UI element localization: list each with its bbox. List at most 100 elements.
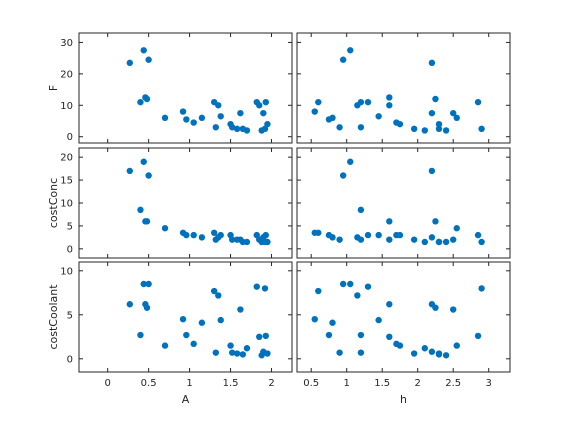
data-point bbox=[474, 332, 482, 340]
y-tick-label: 10 bbox=[60, 101, 73, 112]
data-point bbox=[264, 238, 271, 246]
data-point bbox=[140, 280, 147, 288]
data-point bbox=[142, 218, 149, 225]
data-point bbox=[435, 120, 443, 128]
data-point bbox=[325, 331, 333, 339]
data-point bbox=[233, 350, 241, 357]
y-tick-label: 0 bbox=[67, 354, 73, 365]
data-point bbox=[183, 231, 190, 239]
data-point bbox=[311, 108, 318, 115]
data-point bbox=[450, 236, 457, 243]
panel-frame bbox=[296, 147, 511, 259]
data-point bbox=[190, 340, 197, 348]
data-point bbox=[161, 114, 169, 122]
y-tick-label: 10 bbox=[60, 199, 73, 210]
data-point bbox=[442, 127, 450, 134]
data-point bbox=[198, 234, 206, 241]
data-point bbox=[227, 342, 234, 349]
data-point bbox=[354, 234, 361, 241]
data-point bbox=[357, 349, 365, 356]
data-point bbox=[261, 125, 269, 133]
data-point bbox=[140, 158, 147, 165]
data-point bbox=[264, 350, 271, 357]
data-point bbox=[183, 116, 190, 123]
data-point bbox=[311, 316, 318, 323]
data-point bbox=[354, 102, 361, 109]
x-tick-label: 2 bbox=[268, 378, 274, 389]
panel-frame bbox=[78, 32, 293, 144]
data-point bbox=[264, 120, 271, 128]
data-point bbox=[137, 331, 144, 339]
data-point bbox=[386, 236, 393, 243]
x-tick-label: 0.5 bbox=[303, 378, 319, 389]
y-axis-label: F bbox=[47, 85, 60, 91]
data-point bbox=[243, 238, 251, 246]
y-tick-label: 0 bbox=[67, 244, 73, 255]
data-point bbox=[396, 342, 404, 349]
data-point bbox=[210, 229, 218, 236]
data-point bbox=[190, 231, 197, 239]
data-point bbox=[396, 120, 404, 128]
data-point bbox=[428, 234, 436, 241]
data-point bbox=[198, 319, 206, 326]
data-point bbox=[233, 125, 241, 133]
data-point bbox=[428, 167, 436, 175]
y-tick-label: 15 bbox=[60, 176, 73, 187]
data-point bbox=[126, 59, 133, 67]
data-point bbox=[228, 124, 236, 131]
data-point bbox=[315, 229, 322, 236]
data-point bbox=[428, 59, 436, 67]
data-point bbox=[256, 102, 263, 109]
data-point bbox=[435, 125, 443, 133]
data-point bbox=[145, 172, 152, 179]
x-tick-label: 1.5 bbox=[223, 378, 239, 389]
data-point bbox=[421, 345, 428, 352]
data-point bbox=[453, 114, 460, 122]
data-point bbox=[364, 231, 372, 239]
y-tick-label: 10 bbox=[60, 266, 73, 277]
data-point bbox=[453, 225, 460, 232]
x-tick-label: 2 bbox=[415, 378, 421, 389]
data-point bbox=[253, 283, 260, 290]
data-point bbox=[243, 127, 251, 134]
y-tick-label: 5 bbox=[67, 221, 73, 232]
data-point bbox=[228, 349, 236, 356]
panel-costCoolant-vs-h: 0.5 1 1.5 2 2.5 3 bbox=[296, 261, 511, 389]
data-point bbox=[339, 172, 347, 179]
data-point bbox=[354, 292, 361, 299]
data-point bbox=[179, 108, 187, 115]
data-point bbox=[386, 301, 393, 308]
data-point bbox=[347, 47, 354, 54]
data-point bbox=[478, 285, 485, 292]
data-point bbox=[179, 316, 187, 323]
data-point bbox=[137, 206, 144, 214]
data-point bbox=[212, 349, 220, 356]
data-point bbox=[262, 332, 269, 340]
data-point bbox=[126, 301, 133, 308]
data-point bbox=[215, 292, 222, 299]
data-point bbox=[432, 95, 439, 103]
data-point bbox=[364, 98, 372, 106]
data-point bbox=[212, 124, 220, 131]
data-point bbox=[442, 352, 450, 359]
y-axis-label: costConc bbox=[47, 178, 60, 228]
data-point bbox=[315, 287, 322, 295]
data-point bbox=[386, 102, 393, 109]
y-tick-label: 20 bbox=[60, 69, 73, 80]
data-point bbox=[428, 348, 436, 355]
data-point bbox=[210, 287, 218, 295]
data-point bbox=[137, 98, 144, 106]
data-point bbox=[357, 124, 365, 131]
data-point bbox=[215, 102, 222, 109]
data-point bbox=[329, 319, 336, 326]
x-tick-label: 0.5 bbox=[141, 378, 157, 389]
data-point bbox=[474, 231, 482, 239]
data-point bbox=[432, 218, 439, 225]
data-point bbox=[142, 94, 149, 101]
panel-F-vs-h bbox=[296, 32, 511, 144]
data-point bbox=[239, 351, 247, 358]
panel-F-vs-A: 0 10 20 30 bbox=[60, 32, 293, 144]
data-point bbox=[375, 113, 382, 120]
data-point bbox=[260, 109, 267, 117]
